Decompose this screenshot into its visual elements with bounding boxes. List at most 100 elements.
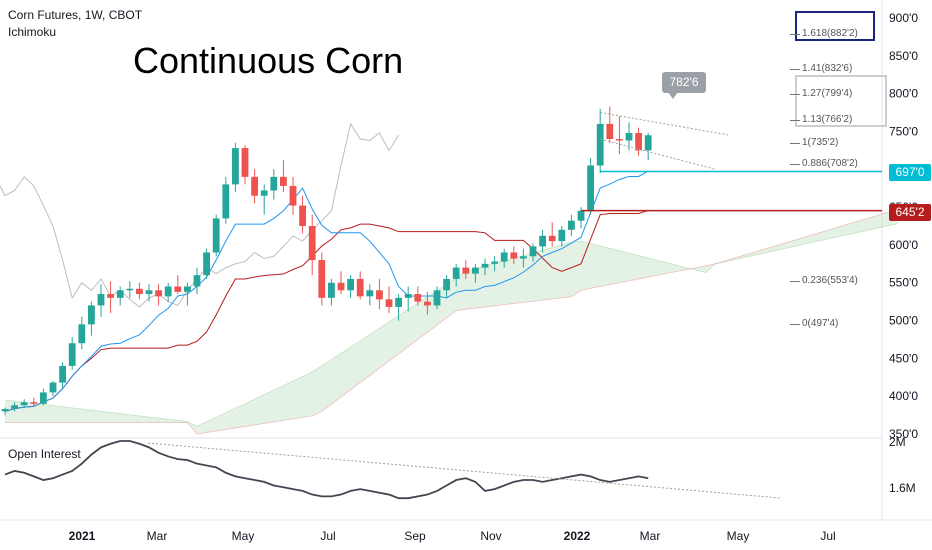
price-callout: 782'6 [662,72,706,99]
price-tick-label: 350'0 [889,427,918,441]
candle-body [241,148,249,177]
oi-trendline [147,442,781,499]
candle-body [308,226,316,261]
candle-body [481,263,489,268]
candle-body [136,288,143,295]
time-tick-label: May [727,529,750,543]
time-tick-label: Nov [480,529,501,543]
price-tick-label: 800'0 [889,87,918,101]
fib-level-line [790,94,800,95]
candle-body [472,267,479,274]
conversion-line [4,170,649,412]
price-tick-label: 600'0 [889,238,918,252]
price-tick-label: 450'0 [889,351,918,365]
candle-body [78,324,86,344]
fib-level-line [790,34,800,35]
fib-level-line [790,164,800,165]
candle-body [318,260,326,298]
fib-level-line [790,324,800,325]
candle-body [452,267,460,279]
candle-body [577,210,585,221]
candle-body [1,409,9,412]
candle-body [155,290,162,297]
candle-body [203,252,210,276]
candle-body [11,405,18,410]
candle-body [395,297,402,307]
price-tick-label: 900'0 [889,11,918,25]
time-tick-label: Mar [147,529,168,543]
candle-body [251,176,258,196]
candle-body [88,305,95,325]
leading-span-a [4,223,898,427]
price-tick-label: 400'0 [889,389,918,403]
candle-body [30,402,38,404]
time-tick-label: May [232,529,255,543]
fib-level-label: 0(497'4) [802,318,839,329]
candle-body [49,382,57,393]
price-tick-label: 500'0 [889,314,918,328]
candle-body [491,261,498,264]
open-interest-line [4,440,649,500]
candle-body [424,301,431,306]
candle-body [59,365,66,383]
candle-body [184,286,191,292]
fib-level-label: 1(735'2) [802,137,839,148]
candle-body [174,286,182,292]
candle-body [97,294,105,306]
oi-tick-label: 2M [889,435,906,449]
oi-pane-label: Open Interest [8,447,81,461]
candle-body [232,148,239,185]
time-tick-label: Jul [820,529,835,543]
candle-body [164,286,172,297]
candle-body [222,184,230,219]
candle-body [366,290,374,297]
candle-body [635,132,642,151]
candle-body [433,290,441,306]
lagging-span [0,122,400,308]
candle-body [596,123,604,166]
candle-body [414,294,422,302]
candle-body [376,290,383,300]
fib-highlight-box [795,11,875,41]
price-tick-label: 850'0 [889,49,918,63]
candle-body [328,282,335,298]
fib-level-line [790,143,800,144]
time-tick-label: Mar [640,529,661,543]
candle-body [587,165,594,211]
candle-body [126,288,134,291]
candle-body [289,185,297,206]
price-tick-label: 750'0 [889,124,918,138]
candle-body [337,282,345,291]
time-tick-label: Sep [404,529,426,543]
candle-body [347,278,354,291]
candle-body [145,290,153,295]
candle-body [20,402,28,406]
last-price-tag: 697'0 [889,164,931,181]
fib-level-label: 1.13(766'2) [802,114,853,125]
fib-level-label: 0.236(553'4) [802,275,858,286]
kumo-cloud [5,209,898,434]
candle-body [606,123,614,140]
fib-level-line [790,281,800,282]
candle-body [625,132,633,141]
candle-body [270,176,278,191]
base-line-tag: 645'2 [889,204,931,221]
candle-body [529,246,537,257]
fib-level-label: 1.27(799'4) [802,88,853,99]
candle-body [404,294,412,298]
candle-body [116,290,124,298]
candle-body [548,235,556,242]
base-line [4,210,649,412]
candle-body [212,218,220,253]
fib-level-line [790,120,800,121]
time-tick-label: 2021 [69,529,96,543]
candle-body [520,256,527,259]
candle-body [510,252,518,259]
candle-body [299,205,306,226]
candle-body [68,343,76,366]
candle-body [644,135,652,151]
price-tick-label: 550'0 [889,276,918,290]
pennant-upper [600,112,731,136]
fib-cluster-box [795,75,887,127]
